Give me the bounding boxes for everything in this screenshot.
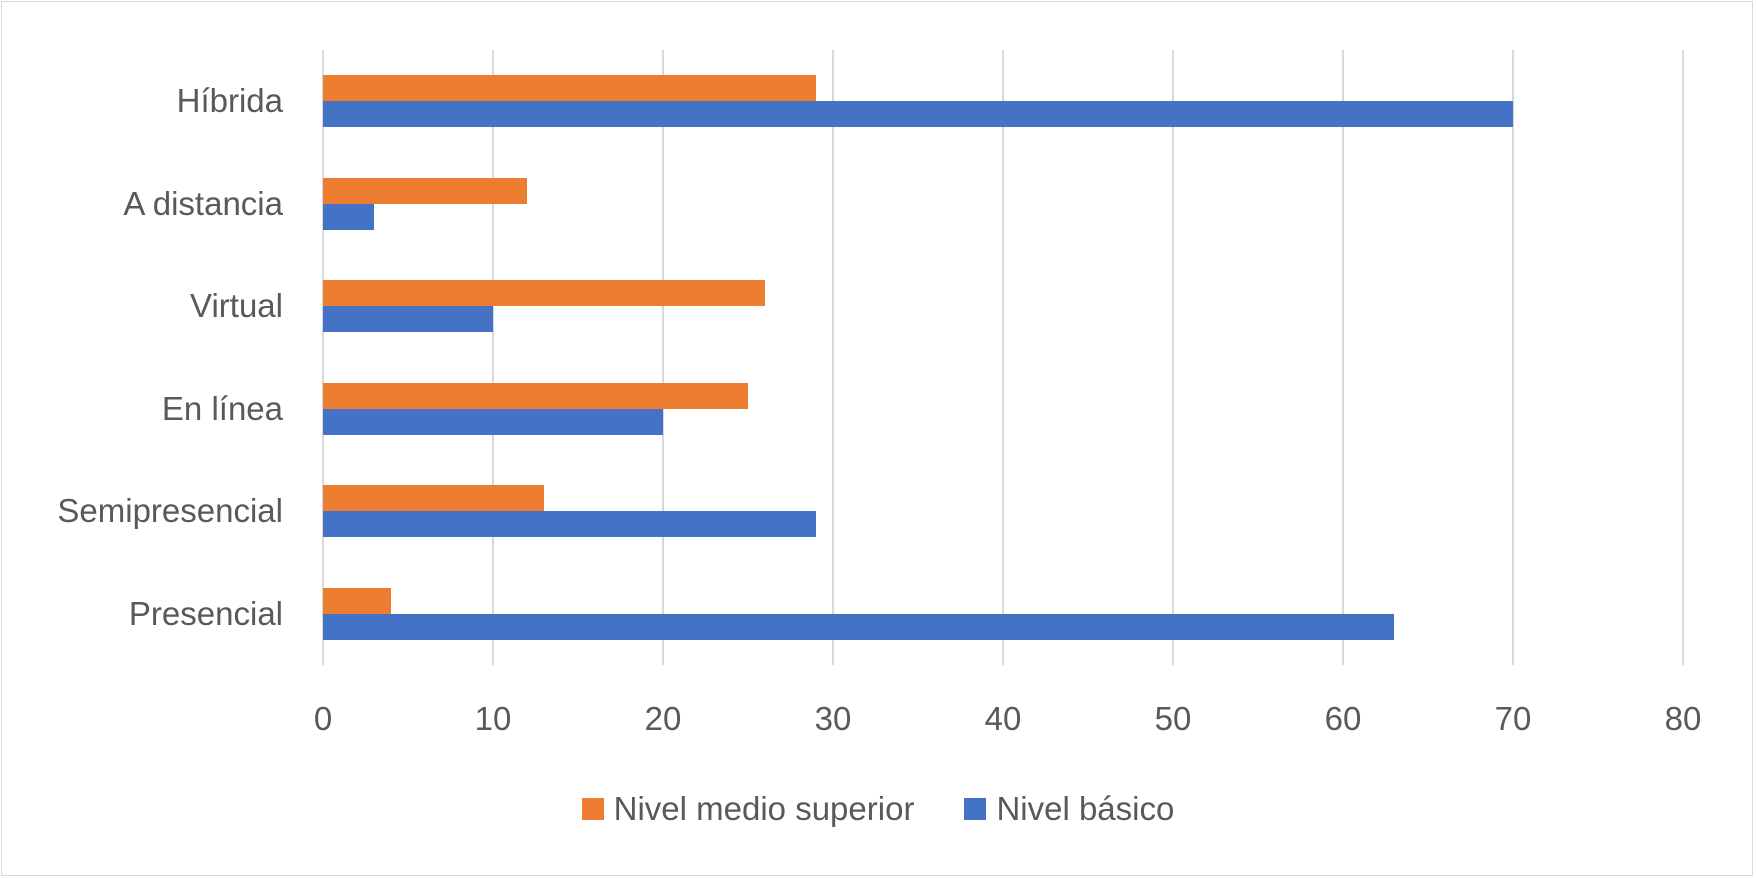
bar-basico (323, 408, 663, 435)
x-tick-label: 80 (1664, 700, 1702, 737)
x-tick-label: 30 (814, 700, 852, 737)
gridline (1002, 50, 1004, 665)
bar-medio-superior (323, 280, 765, 307)
plot-area (322, 50, 1684, 665)
gridline (1342, 50, 1344, 665)
legend-item-medio-superior: Nivel medio superior (581, 790, 915, 828)
bar-basico (323, 511, 816, 538)
x-tick-label: 70 (1494, 700, 1532, 737)
bar-basico (323, 613, 1394, 640)
bar-medio-superior (323, 485, 544, 512)
bar-medio-superior (323, 587, 391, 614)
gridline (1172, 50, 1174, 665)
category-label: Semipresencial (57, 492, 283, 530)
x-tick-label: 60 (1324, 700, 1362, 737)
gridline (322, 50, 324, 665)
gridline (662, 50, 664, 665)
bar-medio-superior (323, 382, 748, 409)
category-label: A distancia (123, 184, 283, 222)
legend-label: Nivel básico (996, 790, 1175, 827)
category-label: Virtual (190, 287, 283, 325)
x-tick-label: 50 (1154, 700, 1192, 737)
bar-basico (323, 101, 1513, 128)
bar-medio-superior (323, 75, 816, 102)
legend: Nivel medio superior Nivel básico (0, 790, 1756, 828)
category-label: En línea (161, 389, 283, 427)
x-tick-label: 20 (644, 700, 682, 737)
category-label: Presencial (128, 594, 283, 632)
category-label: Híbrida (176, 82, 283, 120)
gridline (1512, 50, 1514, 665)
gridline (1682, 50, 1684, 665)
bar-basico (323, 203, 374, 230)
legend-swatch-orange (581, 798, 604, 820)
bar-medio-superior (323, 177, 527, 204)
x-tick-label: 10 (474, 700, 512, 737)
legend-label: Nivel medio superior (613, 790, 915, 827)
gridline (832, 50, 834, 665)
bar-basico (323, 306, 493, 333)
gridline (492, 50, 494, 665)
x-tick-label: 0 (313, 700, 333, 737)
x-tick-label: 40 (984, 700, 1022, 737)
legend-item-basico: Nivel básico (964, 790, 1174, 828)
legend-swatch-blue (964, 798, 987, 820)
